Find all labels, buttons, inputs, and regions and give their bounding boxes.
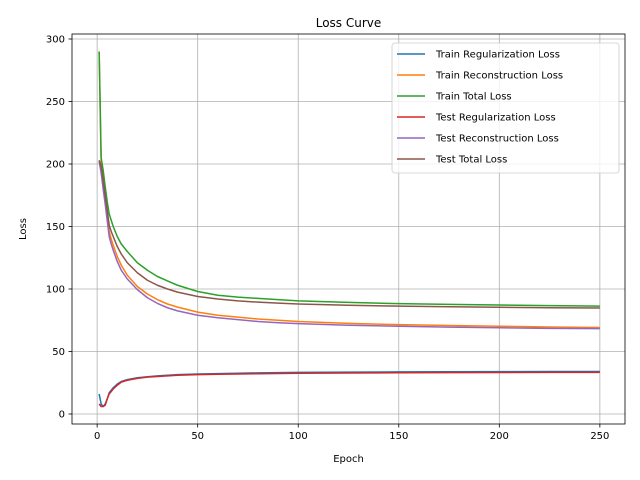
- x-axis-label: Epoch: [333, 454, 364, 465]
- y-tick-label: 250: [46, 97, 65, 108]
- y-tick-label: 200: [46, 160, 65, 171]
- series-line-4: [98, 371, 600, 408]
- legend-entry: Train Regularization Loss: [435, 50, 560, 61]
- y-tick-label: 50: [52, 347, 65, 358]
- series-line-3: [98, 51, 600, 307]
- y-tick-label: 100: [46, 285, 65, 296]
- y-tick-label: 0: [59, 410, 65, 421]
- legend-entry: Train Reconstruction Loss: [435, 71, 563, 82]
- x-tick-label: 150: [389, 431, 408, 442]
- legend-entry: Test Reconstruction Loss: [435, 134, 559, 145]
- series-layer: [98, 51, 600, 408]
- series-line-5: [98, 161, 600, 330]
- y-tick-label: 300: [46, 35, 65, 46]
- y-axis-label: Loss: [18, 218, 29, 240]
- tick-layer: 0 50 100 150 200 250 0 50 100 150 200 250 300: [46, 35, 610, 443]
- legend-entry: Test Regularization Loss: [435, 113, 556, 124]
- chart-title: Loss Curve: [316, 16, 382, 30]
- legend-box: [391, 42, 620, 174]
- legend: Train Regularization Loss Train Reconstru…: [391, 42, 620, 174]
- plot-frame: [71, 33, 626, 425]
- x-tick-label: 250: [590, 431, 609, 442]
- x-tick-label: 200: [490, 431, 509, 442]
- x-tick-label: 50: [191, 431, 204, 442]
- y-tick-label: 150: [46, 222, 65, 233]
- series-line-6: [98, 160, 600, 309]
- legend-entry: Test Total Loss: [435, 155, 507, 166]
- x-tick-label: 100: [289, 431, 308, 442]
- x-tick-label: 0: [94, 431, 100, 442]
- legend-entry: Train Total Loss: [435, 92, 512, 103]
